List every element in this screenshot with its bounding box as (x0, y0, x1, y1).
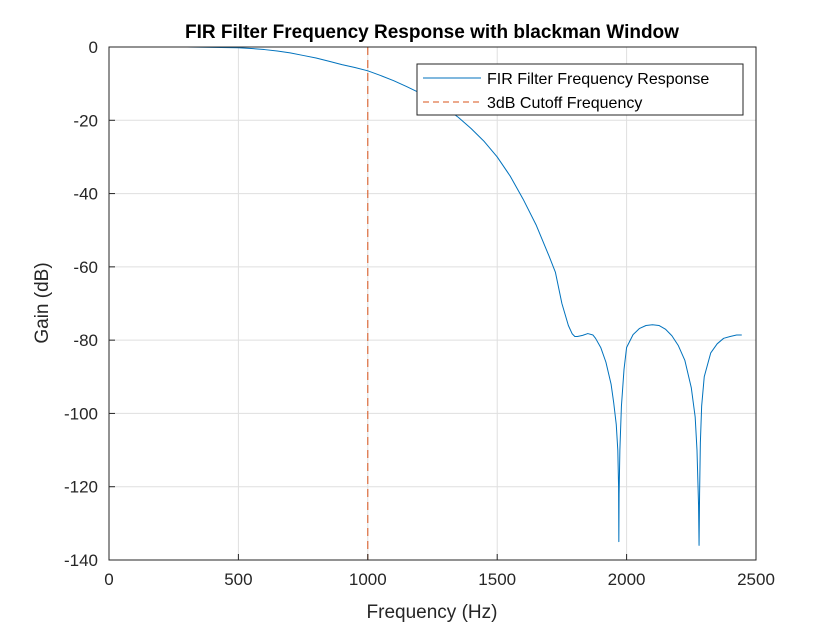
axis-ticks: 0 500 1000 1500 2000 2500 0 -20 -40 -60 -80 -100 -12… (64, 38, 775, 589)
y-axis-label: Gain (dB) (32, 262, 53, 343)
y-tick-label: 0 (89, 38, 98, 57)
y-tick-label: -20 (73, 111, 98, 130)
y-tick-label: -40 (73, 185, 98, 204)
plot-area (109, 47, 756, 560)
x-tick-label: 2000 (608, 570, 646, 589)
legend: FIR Filter Frequency Response 3dB Cutoff… (416, 63, 744, 116)
chart-title: FIR Filter Frequency Response with black… (185, 22, 679, 43)
x-tick-label: 500 (224, 570, 252, 589)
y-tick-label: -80 (73, 331, 98, 350)
y-tick-label: -100 (64, 404, 98, 423)
legend-label-cutoff: 3dB Cutoff Frequency (487, 95, 642, 112)
series-line-response (109, 46, 742, 546)
y-tick-label: -120 (64, 478, 98, 497)
plot-frame (108, 46, 757, 561)
legend-label-response: FIR Filter Frequency Response (487, 71, 709, 88)
x-tick-label: 1500 (478, 570, 516, 589)
y-tick-label: -140 (64, 551, 98, 570)
series-layer (109, 46, 742, 560)
y-tick-label: -60 (73, 258, 98, 277)
x-tick-label: 0 (104, 570, 113, 589)
x-tick-label: 2500 (737, 570, 775, 589)
x-tick-label: 1000 (349, 570, 387, 589)
legend-box (416, 63, 744, 116)
x-axis-label: Frequency (Hz) (367, 602, 498, 623)
